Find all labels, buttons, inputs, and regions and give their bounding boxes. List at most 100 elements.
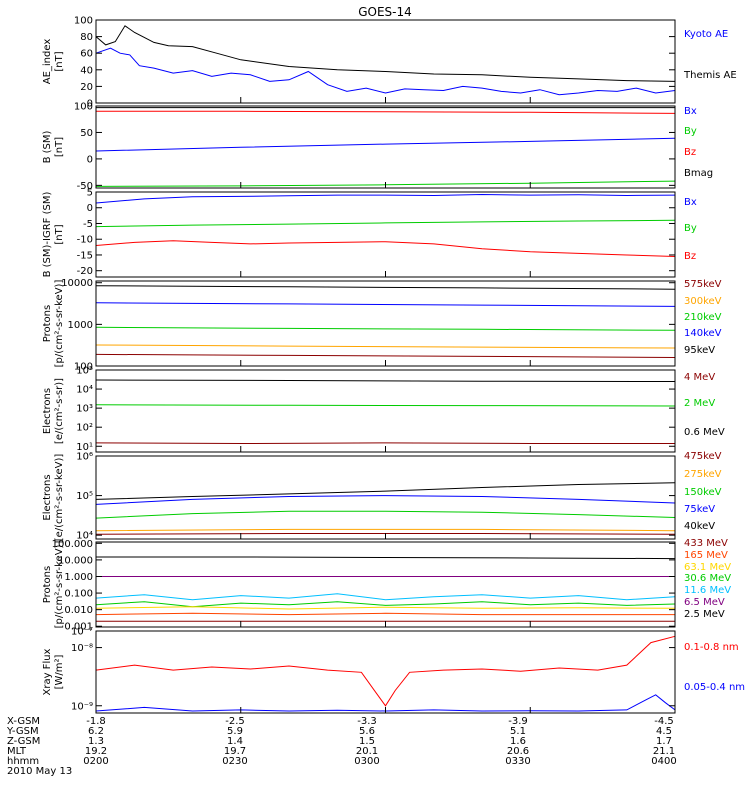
panel-4-series-1	[95, 285, 676, 290]
panel-3-frame	[95, 191, 676, 278]
panel-4-series-4	[95, 344, 676, 349]
panel-1-ytick-label-4: 60	[80, 49, 93, 60]
panel-5-ytick-label-1: 10¹	[76, 442, 93, 453]
panel-4-legend-3: 210keV	[684, 312, 722, 323]
panel-2-series-2	[96, 110, 676, 114]
footer-value: 21.1	[652, 746, 676, 757]
panel-6-series-4	[95, 528, 676, 532]
panel-5-frame	[95, 369, 676, 453]
panel-4-legend-1: 575keV	[684, 279, 722, 290]
panel-2-series-3	[95, 137, 676, 152]
panel-8-frame	[95, 630, 676, 714]
panel-7-ylabel-1: Protons	[42, 566, 53, 603]
footer-row-label-mlt: MLT	[7, 746, 26, 757]
footer-row-label-y-gsm: Y-GSM	[7, 726, 39, 737]
panel-3-ytick-label-2: -15	[77, 250, 93, 261]
panel-2-ylabel-2: [nT]	[54, 137, 65, 157]
panel-7-ytick-label-5: 10.000	[58, 555, 93, 566]
footer-value: -1.8	[86, 716, 106, 727]
panel-7-series-5	[95, 606, 676, 610]
panel-2-ytick-label-4: 100	[74, 102, 93, 113]
panel-7-legend-5: 11.6 MeV	[684, 585, 731, 596]
footer-value: 0200	[83, 756, 109, 767]
panel-4-ylabel-1: Protons	[42, 305, 53, 342]
panel-7-ytick-label-6: 100.000	[52, 539, 93, 550]
footer-value: -3.9	[508, 716, 528, 727]
panel-8-series-1	[95, 635, 676, 707]
panel-3-ylabel-1: B (SM)-IGRF (SM)	[42, 192, 53, 278]
panel-1-legend-1: Kyoto AE	[684, 29, 728, 40]
footer-row-label-hhmm: hhmm	[7, 756, 40, 767]
footer-value: 1.7	[656, 736, 672, 747]
panel-4-ytick-label-2: 1000	[68, 320, 93, 331]
panel-6-series-3	[95, 510, 676, 519]
panel-2-legend-3: Bz	[684, 147, 696, 158]
panel-7-ytick-label-3: 0.100	[64, 589, 93, 600]
panel-6-legend-2: 275keV	[684, 469, 722, 480]
footer-row-label-x-gsm: X-GSM	[7, 716, 41, 727]
panel-1-series-1	[95, 25, 676, 82]
panel-5-ylabel-1: Electrons	[42, 388, 53, 434]
footer-value: 5.6	[359, 726, 375, 737]
footer-value: 6.2	[88, 726, 104, 737]
panel-6-series-2	[95, 495, 676, 505]
panel-2-ytick-label-2: 0	[87, 154, 93, 165]
panel-8-series-2	[95, 694, 676, 712]
panel-6-ylabel-2: [e/(cm²-s-sr-keV)]	[54, 454, 65, 542]
panel-5-legend-1: 4 MeV	[684, 372, 715, 383]
panel-5-series-1	[95, 379, 676, 382]
panel-4-frame	[95, 280, 676, 367]
panel-7-ylabel-2: [p/(cm²-s-sr-keV)]	[54, 541, 65, 629]
panel-6-series-1	[95, 482, 676, 500]
panel-6-legend-4: 75keV	[684, 504, 715, 515]
panel-2-ytick-label-1: -50	[77, 181, 93, 192]
panel-5-ytick-label-4: 10⁴	[76, 385, 93, 396]
footer-value: 0300	[354, 756, 380, 767]
panel-7-ytick-label-1: 0.001	[64, 622, 93, 633]
panel-2-legend-2: By	[684, 126, 697, 137]
panel-7-legend-1: 433 MeV	[684, 538, 728, 549]
panel-3-ytick-label-6: 5	[87, 188, 93, 199]
panel-6-ytick-label-2: 10⁵	[76, 491, 93, 502]
footer-value: 1.4	[227, 736, 243, 747]
panel-6-ylabel-1: Electrons	[42, 474, 53, 520]
footer-value: 0330	[505, 756, 531, 767]
footer-value: 1.6	[510, 736, 526, 747]
panel-5-series-3	[95, 442, 675, 445]
panel-6-legend-1: 475keV	[684, 451, 722, 462]
footer-value: -3.3	[357, 716, 377, 727]
panel-3-series-1	[95, 193, 676, 204]
panel-7-ytick-label-4: 1.000	[64, 572, 93, 583]
panel-7-series-1	[96, 556, 676, 560]
panel-8-legend-2: 0.05-0.4 nm	[684, 682, 745, 693]
panel-8-ytick-label-3: 10⁻⁷	[71, 627, 93, 638]
footer-value: 0230	[222, 756, 248, 767]
panel-6-ytick-label-1: 10⁴	[76, 531, 93, 542]
footer-value: 20.6	[506, 746, 530, 757]
panel-5-ytick-label-5: 10⁵	[76, 366, 93, 377]
panel-7-ytick-label-2: 0.010	[64, 605, 93, 616]
footer-value: 4.5	[656, 726, 672, 737]
panel-3-ytick-label-1: -20	[77, 266, 93, 277]
panel-8-ytick-label-1: 10⁻⁹	[71, 701, 93, 712]
panel-1-ytick-label-6: 100	[74, 16, 93, 27]
footer-value: 0400	[651, 756, 677, 767]
panel-4-legend-5: 95keV	[684, 345, 715, 356]
footer-value: 1.3	[88, 736, 104, 747]
footer-value: 5.1	[510, 726, 526, 737]
panel-8-ylabel-1: Xray Flux	[42, 648, 53, 695]
panel-1-legend-2: Themis AE	[683, 70, 737, 81]
panel-4-series-2	[95, 302, 676, 307]
panel-5-series-2	[95, 404, 676, 407]
panel-1-ylabel-1: AE_index	[42, 39, 53, 85]
panel-1-ylabel-2: [nT]	[54, 51, 65, 71]
footer-value: 1.5	[359, 736, 375, 747]
panel-7-legend-2: 165 MeV	[684, 550, 728, 561]
panel-3-ytick-label-5: 0	[87, 203, 93, 214]
panel-4-ytick-label-1: 100	[74, 362, 93, 373]
panel-3-ytick-label-3: -10	[77, 235, 93, 246]
panel-1-series-2	[95, 47, 676, 96]
panel-5-ylabel-2: [e/(cm²-s-sr)]	[54, 378, 65, 444]
panel-6-frame	[95, 455, 676, 540]
panel-7-legend-6: 6.5 MeV	[684, 597, 725, 608]
